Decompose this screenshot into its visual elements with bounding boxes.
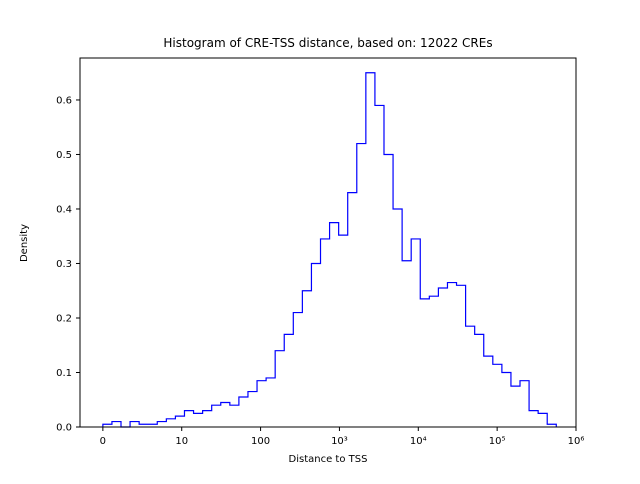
y-axis-label: Density xyxy=(19,224,30,262)
axis-ticks: 0 10 100 10³ 10⁴ 10⁵ 10⁶ 0.0 0.1 0.2 0.3 0.4 0.5 0.6 xyxy=(56,95,584,447)
x-tick-label: 0 xyxy=(100,436,106,447)
x-tick-label: 10⁴ xyxy=(410,436,427,447)
y-tick-label: 0.6 xyxy=(56,95,72,106)
x-tick-label: 100 xyxy=(251,436,270,447)
x-tick-label: 10⁵ xyxy=(489,436,506,447)
x-tick-label: 10⁶ xyxy=(568,436,585,447)
chart-title: Histogram of CRE-TSS distance, based on:… xyxy=(163,36,492,50)
x-tick-label: 10 xyxy=(175,436,188,447)
x-axis-label: Distance to TSS xyxy=(289,454,368,465)
y-tick-label: 0.2 xyxy=(56,313,72,324)
y-tick-label: 0.3 xyxy=(56,259,72,270)
y-tick-label: 0.1 xyxy=(56,368,72,379)
x-tick-label: 10³ xyxy=(331,436,348,447)
histogram-step-line xyxy=(102,72,557,428)
y-tick-label: 0.4 xyxy=(56,204,72,215)
axes-frame xyxy=(79,57,577,428)
y-tick-label: 0.0 xyxy=(56,423,72,434)
y-tick-label: 0.5 xyxy=(56,150,72,161)
